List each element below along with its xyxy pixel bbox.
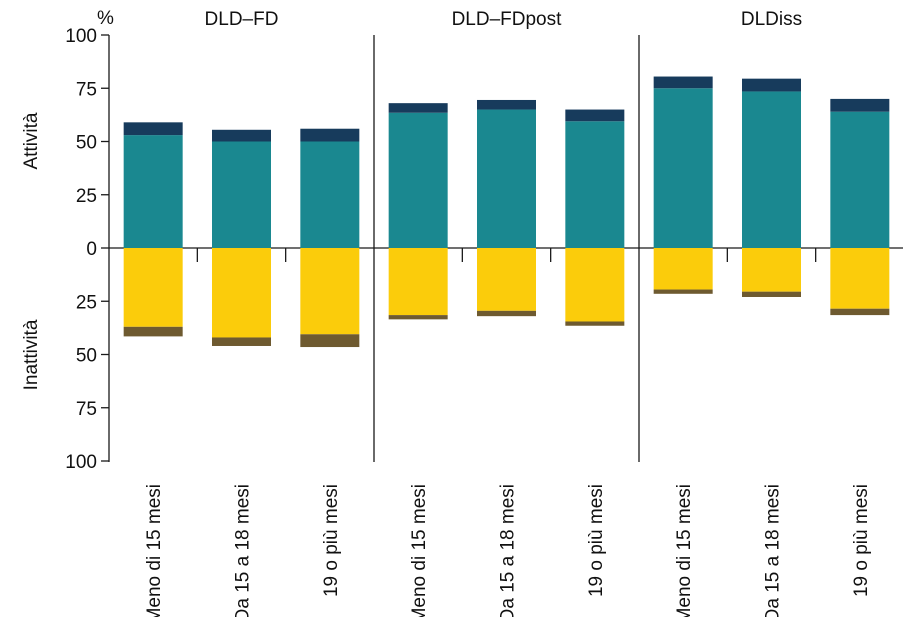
bar-inactivity-main [565,248,625,322]
bar-activity-main [742,91,801,248]
y-tick-label: 100 [65,26,97,47]
bar-activity-extra [388,103,448,113]
bar-inactivity-main [388,248,448,316]
y-axis-label-inactivity: Inattività [21,319,42,390]
bar-activity-extra [742,78,801,92]
bar-activity-extra [300,128,360,142]
bar-inactivity-extra [653,289,713,294]
bar-inactivity-main [123,248,183,327]
labels: 100 75 50 25 0 25 50 75 100 DLD–FD Meno di 15 mesi… [65,9,872,617]
category-label: Meno di 15 mesi [674,484,695,617]
bar-inactivity-extra [742,291,801,297]
bar-inactivity-extra [300,334,360,348]
bar-activity-main [653,88,713,248]
category-label: 19 o più mesi [851,484,872,597]
bar-activity-main [123,135,183,248]
bar-activity-main [212,141,271,248]
category-label: 19 o più mesi [586,484,607,597]
category-label: 19 o più mesi [321,484,342,597]
bar-inactivity-main [742,248,801,292]
bar-inactivity-main [653,248,713,290]
panel-title: DLD–FDpost [452,9,563,30]
y-tick-label: 0 [86,239,97,260]
bar-inactivity-extra [212,337,271,346]
bar-activity-extra [477,99,536,110]
bar-activity-main [388,112,448,249]
y-axis-label-activity: Attività [21,112,42,169]
category-label: Meno di 15 mesi [409,484,430,617]
y-tick-label: 100 [65,452,97,473]
bar-activity-main [565,121,625,248]
bar-activity-extra [212,129,271,142]
bar-activity-extra [565,109,625,122]
bar-inactivity-extra [477,310,536,317]
bar-activity-main [300,141,360,248]
bar-activity-extra [830,98,890,112]
bar-inactivity-extra [123,326,183,337]
panel-title: DLDiss [741,9,802,30]
bar-inactivity-extra [830,308,890,316]
unit-label: % [97,8,114,29]
bar-activity-extra [653,76,713,89]
category-label: Da 15 a 18 mesi [763,484,784,617]
bars [123,76,890,348]
y-tick-label: 50 [76,133,97,154]
y-tick-label: 25 [76,292,97,313]
bar-inactivity-main [477,248,536,311]
category-label: Meno di 15 mesi [144,484,165,617]
category-label: Da 15 a 18 mesi [498,484,519,617]
bar-activity-main [830,111,890,249]
bar-activity-main [477,109,536,248]
bar-inactivity-extra [388,315,448,320]
bar-inactivity-main [830,248,890,309]
panel-title: DLD–FD [205,9,279,30]
bar-activity-extra [123,122,183,136]
y-tick-label: 50 [76,346,97,367]
y-tick-label: 25 [76,186,97,207]
y-tick-label: 75 [76,399,97,420]
bar-inactivity-extra [565,321,625,326]
bar-inactivity-main [300,248,360,335]
category-label: Da 15 a 18 mesi [233,484,254,617]
bar-inactivity-main [212,248,271,338]
y-tick-label: 75 [76,79,97,100]
